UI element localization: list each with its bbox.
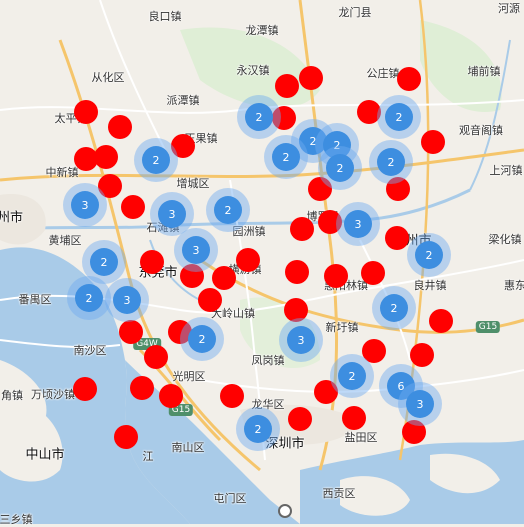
cluster-marker[interactable]: 2 [82, 240, 126, 284]
cluster-count: 2 [326, 154, 354, 182]
map-marker[interactable] [308, 177, 332, 201]
map-marker[interactable] [290, 217, 314, 241]
cluster-marker[interactable]: 3 [63, 183, 107, 227]
map-marker[interactable] [220, 384, 244, 408]
cluster-count: 3 [182, 236, 210, 264]
cluster-marker[interactable]: 3 [398, 382, 442, 426]
map-marker[interactable] [421, 130, 445, 154]
locate-icon[interactable] [278, 504, 292, 518]
cluster-count: 3 [344, 210, 372, 238]
cluster-marker[interactable]: 2 [236, 407, 280, 451]
map-marker[interactable] [144, 345, 168, 369]
map-marker[interactable] [410, 343, 434, 367]
cluster-count: 2 [338, 362, 366, 390]
map-marker[interactable] [275, 74, 299, 98]
cluster-count: 2 [245, 103, 273, 131]
cluster-count: 2 [380, 294, 408, 322]
cluster-marker[interactable]: 2 [372, 286, 416, 330]
cluster-marker[interactable]: 2 [134, 138, 178, 182]
cluster-count: 2 [385, 103, 413, 131]
map-marker[interactable] [361, 261, 385, 285]
cluster-marker[interactable]: 3 [279, 318, 323, 362]
cluster-count: 2 [299, 127, 327, 155]
cluster-marker[interactable]: 2 [318, 146, 362, 190]
map-marker[interactable] [212, 266, 236, 290]
cluster-count: 2 [214, 196, 242, 224]
map-marker[interactable] [402, 420, 426, 444]
cluster-marker[interactable]: 2 [369, 140, 413, 184]
map-marker[interactable] [130, 376, 154, 400]
road-badge: G15 [475, 321, 501, 333]
map-marker[interactable] [342, 406, 366, 430]
map-marker[interactable] [285, 260, 309, 284]
cluster-count: 3 [113, 286, 141, 314]
cluster-marker[interactable]: 2 [264, 135, 308, 179]
cluster-count: 3 [158, 200, 186, 228]
map-marker[interactable] [198, 288, 222, 312]
cluster-count: 2 [90, 248, 118, 276]
map-marker[interactable] [121, 195, 145, 219]
map-marker[interactable] [386, 177, 410, 201]
cluster-marker[interactable]: 2 [206, 188, 250, 232]
map-marker[interactable] [236, 248, 260, 272]
map-marker[interactable] [114, 425, 138, 449]
cluster-marker[interactable]: 2 [237, 95, 281, 139]
cluster-count: 2 [415, 241, 443, 269]
map-marker[interactable] [284, 298, 308, 322]
map-marker[interactable] [288, 407, 312, 431]
cluster-count: 2 [142, 146, 170, 174]
map-marker[interactable] [159, 384, 183, 408]
cluster-marker[interactable]: 3 [336, 202, 380, 246]
map-marker[interactable] [94, 145, 118, 169]
map-marker[interactable] [171, 134, 195, 158]
map-marker[interactable] [108, 115, 132, 139]
cluster-marker[interactable]: 2 [180, 317, 224, 361]
cluster-count: 2 [377, 148, 405, 176]
map-marker[interactable] [397, 67, 421, 91]
cluster-count: 3 [287, 326, 315, 354]
cluster-count: 2 [75, 284, 103, 312]
cluster-count: 2 [244, 415, 272, 443]
map-marker[interactable] [74, 100, 98, 124]
map-marker[interactable] [119, 320, 143, 344]
cluster-marker[interactable]: 3 [105, 278, 149, 322]
cluster-marker[interactable]: 3 [150, 192, 194, 236]
map-marker[interactable] [429, 309, 453, 333]
map-marker[interactable] [385, 226, 409, 250]
map-marker[interactable] [73, 377, 97, 401]
cluster-marker[interactable]: 3 [174, 228, 218, 272]
map-marker[interactable] [362, 339, 386, 363]
map-marker[interactable] [299, 66, 323, 90]
map-marker[interactable] [314, 380, 338, 404]
map-marker[interactable] [318, 210, 342, 234]
cluster-marker[interactable]: 2 [377, 95, 421, 139]
cluster-marker[interactable]: 2 [330, 354, 374, 398]
cluster-count: 3 [71, 191, 99, 219]
cluster-marker[interactable]: 2 [407, 233, 451, 277]
map-marker[interactable] [324, 264, 348, 288]
map-marker[interactable] [98, 174, 122, 198]
cluster-count: 3 [406, 390, 434, 418]
map-marker[interactable] [140, 250, 164, 274]
cluster-count: 2 [188, 325, 216, 353]
cluster-count: 2 [272, 143, 300, 171]
map-marker[interactable] [272, 106, 296, 130]
map-marker[interactable] [180, 264, 204, 288]
cluster-marker[interactable]: 2 [67, 276, 111, 320]
map-marker[interactable] [357, 100, 381, 124]
